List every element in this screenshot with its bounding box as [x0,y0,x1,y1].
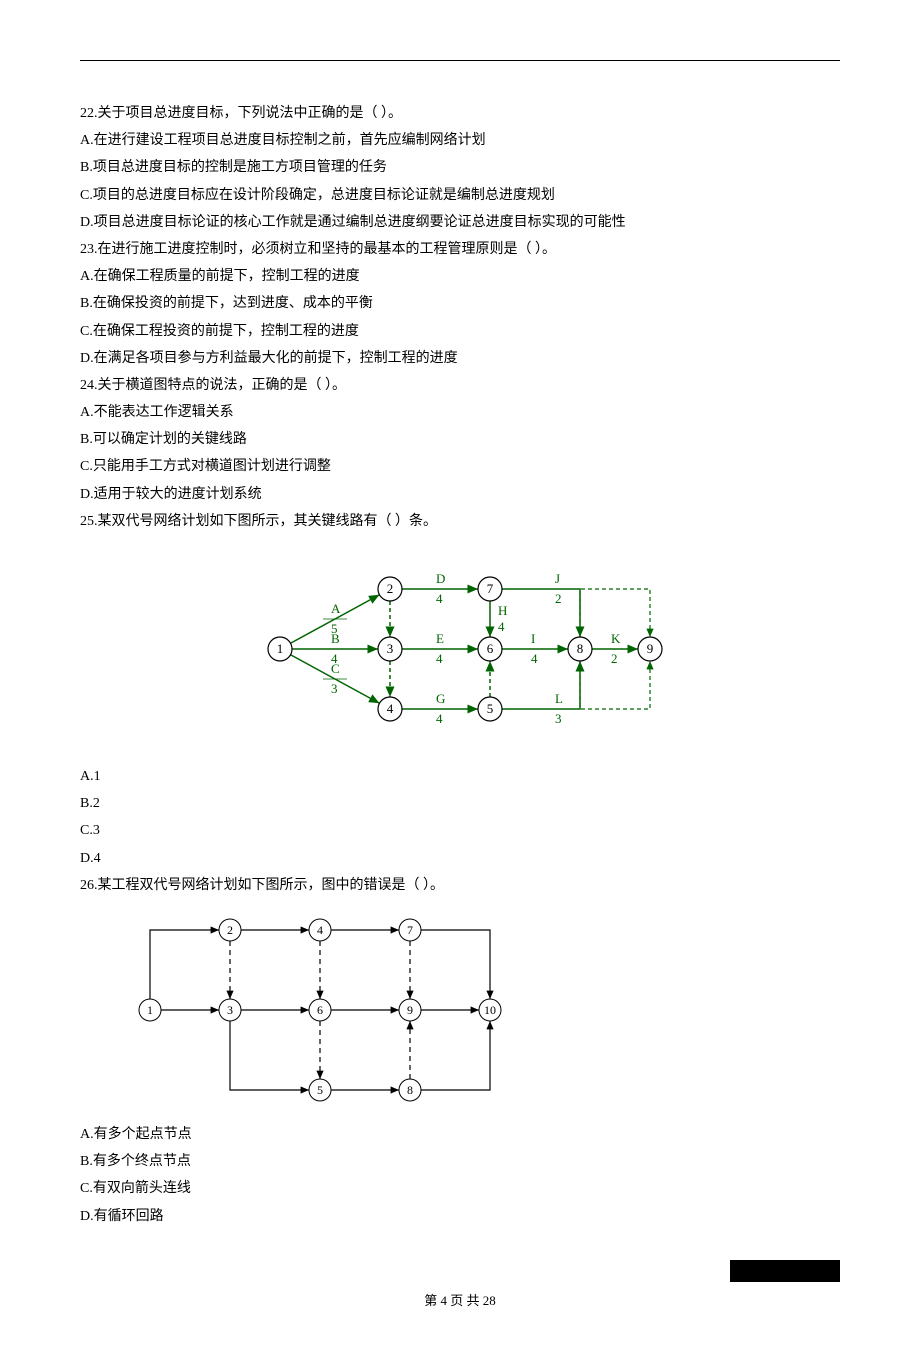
q22-opt-d: D.项目总进度目标论证的核心工作就是通过编制总进度纲要论证总进度目标实现的可能性 [80,210,840,235]
svg-text:E: E [436,631,444,646]
q22-opt-b: B.项目总进度目标的控制是施工方项目管理的任务 [80,155,840,180]
q26-opt-d: D.有循环回路 [80,1204,840,1229]
svg-text:4: 4 [317,923,323,937]
q26-opt-c: C.有双向箭头连线 [80,1176,840,1201]
q22-opt-a: A.在进行建设工程项目总进度目标控制之前，首先应编制网络计划 [80,128,840,153]
svg-text:7: 7 [407,923,413,937]
svg-text:5: 5 [317,1083,323,1097]
svg-text:5: 5 [487,701,494,716]
q26-opt-a: A.有多个起点节点 [80,1122,840,1147]
q23-opt-a: A.在确保工程质量的前提下，控制工程的进度 [80,264,840,289]
svg-text:4: 4 [498,619,505,634]
q23-opt-d: D.在满足各项目参与方利益最大化的前提下，控制工程的进度 [80,346,840,371]
q24-opt-a: A.不能表达工作逻辑关系 [80,400,840,425]
svg-text:G: G [436,691,445,706]
svg-text:10: 10 [484,1003,496,1017]
svg-text:J: J [555,571,560,586]
svg-text:3: 3 [331,681,338,696]
svg-text:D: D [436,571,445,586]
svg-text:9: 9 [647,641,654,656]
svg-text:4: 4 [531,651,538,666]
svg-text:4: 4 [436,651,443,666]
q25-diagram: A5B4C3D4E4G4H4I4J2K2L3123456789 [80,549,840,749]
q26-diagram: 1 2 3 4 5 6 7 8 9 10 [120,900,840,1120]
q24-opt-d: D.适用于较大的进度计划系统 [80,482,840,507]
q23-opt-b: B.在确保投资的前提下，达到进度、成本的平衡 [80,291,840,316]
q23-stem: 23.在进行施工进度控制时，必须树立和坚持的最基本的工程管理原则是（ ）。 [80,237,840,262]
svg-text:C: C [331,661,340,676]
exam-content: 22.关于项目总进度目标，下列说法中正确的是（ ）。 A.在进行建设工程项目总进… [80,101,840,1229]
svg-text:2: 2 [227,923,233,937]
q25-opt-b: B.2 [80,791,840,816]
svg-text:6: 6 [487,641,494,656]
q26-stem: 26.某工程双代号网络计划如下图所示，图中的错误是（ ）。 [80,873,840,898]
redaction-box [730,1260,840,1282]
svg-text:4: 4 [436,591,443,606]
q24-opt-b: B.可以确定计划的关键线路 [80,427,840,452]
q22-opt-c: C.项目的总进度目标应在设计阶段确定，总进度目标论证就是编制总进度规划 [80,183,840,208]
svg-text:2: 2 [555,591,562,606]
page-top-rule [80,60,840,61]
svg-text:4: 4 [436,711,443,726]
svg-text:1: 1 [277,641,284,656]
svg-text:2: 2 [611,651,618,666]
q24-opt-c: C.只能用手工方式对横道图计划进行调整 [80,454,840,479]
svg-text:I: I [531,631,535,646]
q23-opt-c: C.在确保工程投资的前提下，控制工程的进度 [80,319,840,344]
svg-text:4: 4 [387,701,394,716]
q25-opt-c: C.3 [80,818,840,843]
page-footer: 第 4 页 共 28 [80,1289,840,1312]
q22-stem: 22.关于项目总进度目标，下列说法中正确的是（ ）。 [80,101,840,126]
svg-text:H: H [498,603,507,618]
svg-text:2: 2 [387,581,394,596]
q24-stem: 24.关于横道图特点的说法，正确的是（ ）。 [80,373,840,398]
q26-opt-b: B.有多个终点节点 [80,1149,840,1174]
svg-text:1: 1 [147,1003,153,1017]
q25-opt-d: D.4 [80,846,840,871]
svg-text:3: 3 [227,1003,233,1017]
svg-text:6: 6 [317,1003,323,1017]
svg-text:7: 7 [487,581,494,596]
svg-text:8: 8 [577,641,584,656]
svg-text:8: 8 [407,1083,413,1097]
q25-opt-a: A.1 [80,764,840,789]
svg-text:3: 3 [555,711,562,726]
svg-text:B: B [331,631,340,646]
svg-text:3: 3 [387,641,394,656]
svg-text:K: K [611,631,621,646]
svg-text:L: L [555,691,563,706]
svg-text:A: A [331,601,341,616]
svg-text:9: 9 [407,1003,413,1017]
q25-stem: 25.某双代号网络计划如下图所示，其关键线路有（ ）条。 [80,509,840,534]
